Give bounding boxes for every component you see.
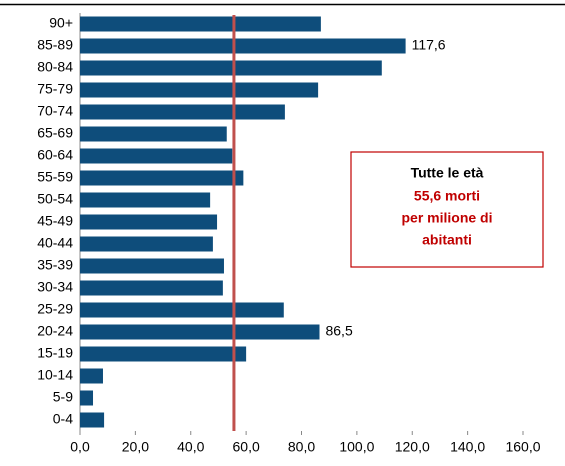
bar — [80, 412, 105, 428]
bar — [80, 280, 223, 296]
bar — [80, 324, 320, 340]
value-label: 117,6 — [412, 37, 446, 53]
bar — [80, 258, 224, 274]
bar — [80, 214, 218, 230]
y-tick-label: 55-59 — [37, 169, 73, 185]
y-tick-label: 60-64 — [37, 147, 73, 163]
annotation-box — [350, 151, 544, 268]
x-tick-label: 100,0 — [339, 439, 374, 455]
x-tick-label: 20,0 — [122, 439, 149, 455]
bar — [80, 126, 227, 142]
bar — [80, 16, 321, 32]
y-tick-label: 25-29 — [37, 301, 73, 317]
value-label: 86,5 — [325, 323, 352, 339]
bar — [80, 390, 94, 406]
bar — [80, 236, 213, 252]
bar — [80, 104, 285, 120]
bar — [80, 82, 319, 98]
bar — [80, 368, 103, 384]
bar — [80, 346, 247, 362]
y-tick-label: 5-9 — [53, 389, 73, 405]
bar — [80, 192, 211, 208]
y-tick-label: 85-89 — [37, 37, 73, 53]
x-tick-label: 60,0 — [233, 439, 260, 455]
y-tick-label: 15-19 — [37, 345, 73, 361]
y-tick-label: 30-34 — [37, 279, 73, 295]
annotation-title: Tutte le età — [411, 165, 484, 181]
y-tick-label: 50-54 — [37, 191, 73, 207]
x-tick-label: 140,0 — [450, 439, 485, 455]
x-tick-label: 80,0 — [288, 439, 315, 455]
annotation-line: per milione di — [401, 210, 492, 226]
y-tick-label: 45-49 — [37, 213, 73, 229]
y-tick-label: 0-4 — [53, 411, 73, 427]
bar — [80, 302, 284, 318]
y-tick-label: 20-24 — [37, 323, 73, 339]
bar — [80, 170, 244, 186]
y-tick-label: 65-69 — [37, 125, 73, 141]
x-tick-label: 40,0 — [177, 439, 204, 455]
bar — [80, 148, 233, 164]
x-tick-label: 0,0 — [70, 439, 90, 455]
y-tick-label: 40-44 — [37, 235, 73, 251]
y-tick-label: 75-79 — [37, 81, 73, 97]
x-tick-label: 160,0 — [505, 439, 540, 455]
annotation-line: abitanti — [422, 232, 472, 248]
y-tick-label: 80-84 — [37, 59, 73, 75]
bar — [80, 60, 382, 76]
x-tick-label: 120,0 — [395, 439, 430, 455]
y-tick-label: 10-14 — [37, 367, 73, 383]
annotation-line: 55,6 morti — [414, 188, 480, 204]
y-tick-label: 90+ — [49, 15, 73, 31]
y-tick-label: 70-74 — [37, 103, 73, 119]
y-tick-label: 35-39 — [37, 257, 73, 273]
bar — [80, 38, 406, 54]
